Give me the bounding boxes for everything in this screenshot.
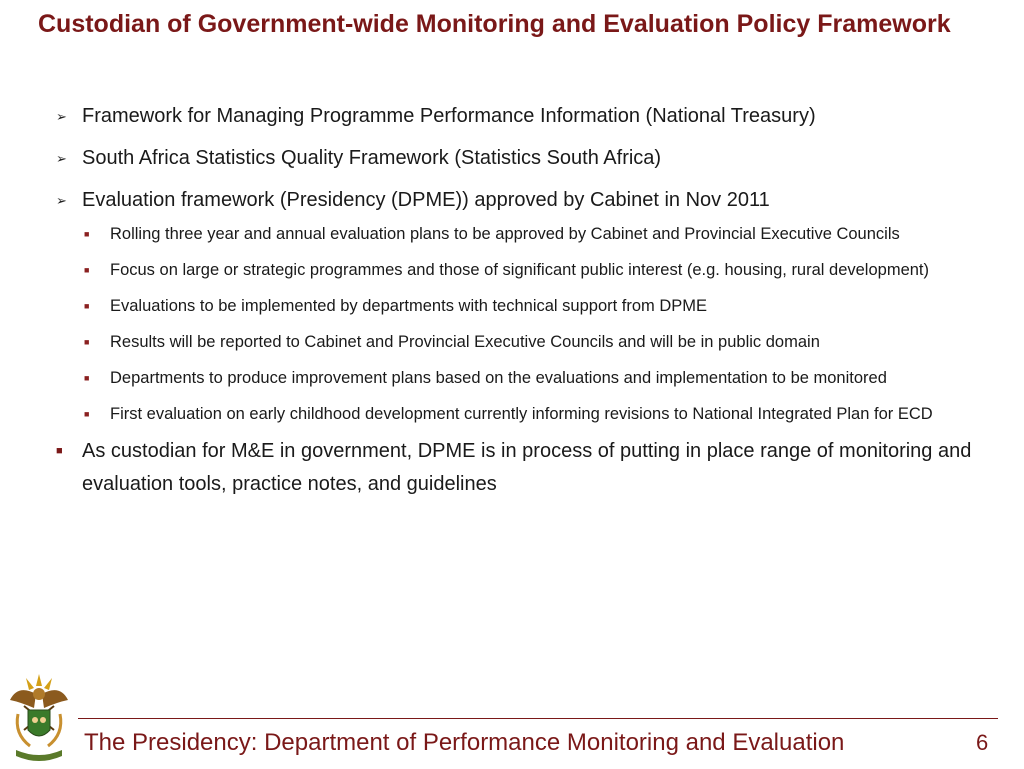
bullet-item: ■ As custodian for M&E in government, DP…: [56, 435, 986, 501]
square-bullet-icon: ■: [56, 445, 63, 457]
sub-bullet-item: ■ Rolling three year and annual evaluati…: [84, 219, 986, 249]
sub-bullet-text: First evaluation on early childhood deve…: [110, 405, 933, 423]
sub-bullet-item: ■ Results will be reported to Cabinet an…: [84, 327, 986, 357]
square-bullet-icon: ■: [84, 337, 90, 347]
coat-of-arms-logo: [4, 672, 74, 764]
sub-bullet-item: ■ Focus on large or strategic programmes…: [84, 255, 986, 285]
page-number: 6: [976, 730, 989, 755]
slide-title: Custodian of Government-wide Monitoring …: [38, 10, 951, 38]
sub-bullet-text: Departments to produce improvement plans…: [110, 369, 887, 387]
square-bullet-icon: ■: [84, 265, 90, 275]
bullet-text: South Africa Statistics Quality Framewor…: [82, 147, 662, 169]
bullet-text: As custodian for M&E in government, DPME…: [82, 440, 972, 495]
footer-divider: [78, 718, 998, 719]
sub-bullet-item: ■ Evaluations to be implemented by depar…: [84, 291, 986, 321]
sub-bullet-text: Focus on large or strategic programmes a…: [110, 261, 930, 279]
bullet-item: ➢ Framework for Managing Programme Perfo…: [56, 100, 986, 133]
bullet-text: Evaluation framework (Presidency (DPME))…: [82, 189, 770, 211]
arrow-bullet-icon: ➢: [56, 109, 67, 124]
bullet-item: ➢ Evaluation framework (Presidency (DPME…: [56, 184, 986, 217]
arrow-bullet-icon: ➢: [56, 193, 67, 208]
square-bullet-icon: ■: [84, 301, 90, 311]
footer-organization: The Presidency: Department of Performanc…: [84, 729, 845, 756]
bullet-text: Framework for Managing Programme Perform…: [82, 105, 816, 127]
sub-bullet-text: Evaluations to be implemented by departm…: [110, 297, 708, 315]
square-bullet-icon: ■: [84, 229, 90, 239]
square-bullet-icon: ■: [84, 409, 90, 419]
bullet-list: ➢ Framework for Managing Programme Perfo…: [56, 100, 986, 510]
sub-bullet-text: Results will be reported to Cabinet and …: [110, 333, 820, 351]
sub-bullet-item: ■ First evaluation on early childhood de…: [84, 399, 986, 429]
bullet-item: ➢ South Africa Statistics Quality Framew…: [56, 142, 986, 175]
sub-bullet-item: ■ Departments to produce improvement pla…: [84, 363, 986, 393]
square-bullet-icon: ■: [84, 373, 90, 383]
arrow-bullet-icon: ➢: [56, 151, 67, 166]
sub-bullet-text: Rolling three year and annual evaluation…: [110, 225, 900, 243]
